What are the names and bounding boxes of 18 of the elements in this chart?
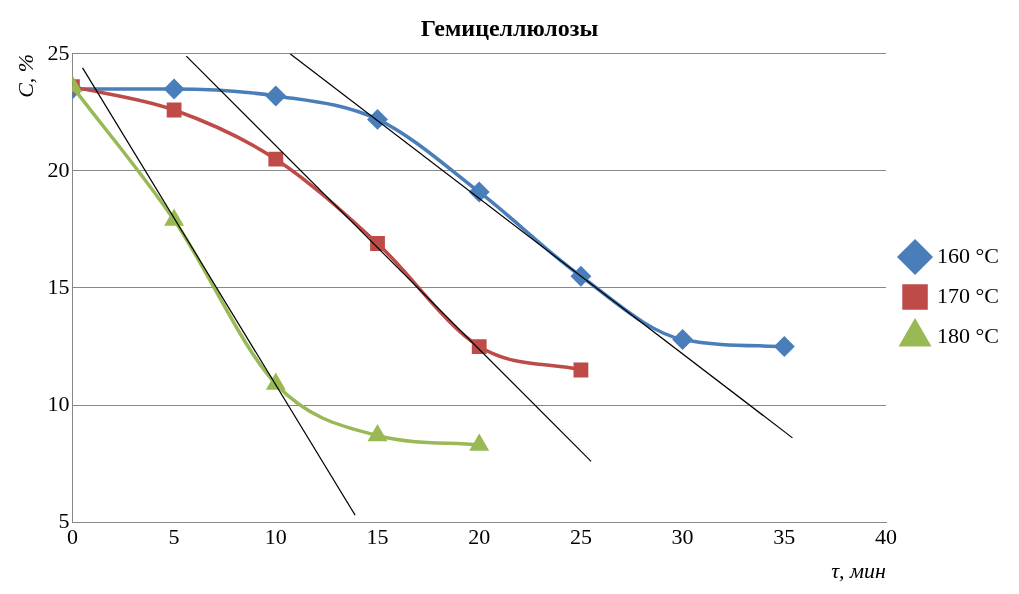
- y-tick-label: 10: [47, 390, 70, 416]
- x-tick-label: 20: [468, 524, 491, 550]
- x-tick-label: 40: [875, 524, 898, 550]
- chart-title: Гемицеллюлозы: [420, 14, 599, 41]
- y-tick-label: 25: [47, 39, 70, 65]
- legend-label: 160 °C: [937, 242, 1000, 268]
- x-tick-label: 15: [366, 524, 389, 550]
- y-tick-label: 20: [47, 156, 70, 182]
- x-tick-label: 35: [773, 524, 796, 550]
- y-tick-label: 15: [47, 273, 70, 299]
- x-tick-label: 5: [168, 524, 180, 550]
- legend-label: 180 °C: [937, 322, 1000, 348]
- y-axis-title: C, %: [12, 53, 38, 98]
- legend-label: 170 °C: [937, 282, 1000, 308]
- x-tick-label: 30: [671, 524, 694, 550]
- x-tick-label: 10: [264, 524, 287, 550]
- x-tick-label: 25: [569, 524, 592, 550]
- x-axis-title: τ, мин: [831, 557, 887, 583]
